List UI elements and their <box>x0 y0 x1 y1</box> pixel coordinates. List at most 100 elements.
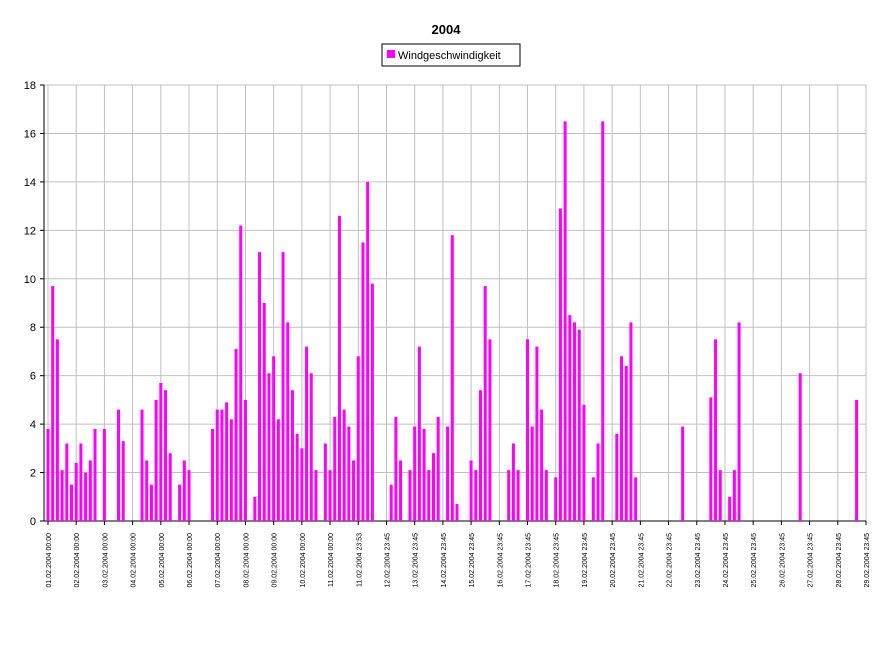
bar <box>422 428 426 521</box>
x-tick-label: 29.02.2004 23:45 <box>864 533 871 588</box>
x-tick-label: 23.02.2004 23:45 <box>695 533 702 588</box>
bar <box>140 409 144 521</box>
bar <box>540 409 544 521</box>
bar <box>530 426 534 521</box>
bar <box>333 416 337 521</box>
x-tick-label: 22.02.2004 23:45 <box>667 533 674 588</box>
bar <box>70 484 74 521</box>
bar <box>507 470 511 521</box>
x-tick-label: 14.02.2004 23:45 <box>441 533 448 588</box>
bar <box>309 373 313 521</box>
bar <box>563 121 567 521</box>
bar <box>102 428 106 521</box>
bar <box>168 453 172 521</box>
bar <box>488 339 492 521</box>
x-tick-label: 24.02.2004 23:45 <box>723 533 730 588</box>
bar <box>342 409 346 521</box>
bar <box>455 504 459 521</box>
bar <box>479 390 483 521</box>
bar <box>300 448 304 521</box>
bar <box>211 428 215 521</box>
bar <box>436 416 440 521</box>
bar <box>389 484 393 521</box>
bar <box>220 409 224 521</box>
bar <box>178 484 182 521</box>
bar <box>573 322 577 521</box>
y-tick-label: 10 <box>24 274 36 286</box>
x-tick-label: 15.02.2004 23:45 <box>469 533 476 588</box>
y-tick-label: 2 <box>30 468 36 480</box>
bar <box>121 441 125 521</box>
bar <box>366 181 370 521</box>
bar <box>855 399 859 521</box>
bar <box>526 339 530 521</box>
bar <box>352 460 356 521</box>
y-tick-label: 0 <box>30 516 36 528</box>
bar <box>323 443 327 521</box>
y-tick-label: 18 <box>24 80 36 92</box>
bar <box>737 322 741 521</box>
bar <box>450 235 454 521</box>
bar <box>535 346 539 521</box>
x-tick-label: 12.02.2004 23:45 <box>384 533 391 588</box>
bar <box>65 443 69 521</box>
bar <box>714 339 718 521</box>
bar <box>634 477 638 521</box>
x-tick-label: 20.02.2004 23:45 <box>610 533 617 588</box>
x-tick-label: 09.02.2004 00:00 <box>272 533 279 588</box>
legend: Windgeschwindigkeit <box>381 43 521 67</box>
bar <box>399 460 403 521</box>
bar <box>55 339 59 521</box>
x-tick-label: 21.02.2004 23:45 <box>638 533 645 588</box>
bar <box>370 283 374 521</box>
bar <box>558 208 562 522</box>
bar <box>469 460 473 521</box>
bar <box>253 496 257 521</box>
x-tick-label: 16.02.2004 23:45 <box>497 533 504 588</box>
bar <box>629 322 633 521</box>
x-tick-label: 08.02.2004 00:00 <box>243 533 250 588</box>
bar <box>709 397 713 521</box>
bar <box>601 121 605 521</box>
bar <box>267 373 271 521</box>
bar <box>215 409 219 521</box>
legend-label: Windgeschwindigkeit <box>398 50 501 62</box>
bar <box>290 390 294 521</box>
bar <box>262 303 266 521</box>
bar <box>258 252 262 521</box>
x-tick-label: 18.02.2004 23:45 <box>554 533 561 588</box>
bar <box>117 409 121 521</box>
bar <box>159 382 163 521</box>
bar <box>728 496 732 521</box>
bar <box>281 252 285 521</box>
x-tick-label: 11.02.2004 23:53 <box>356 533 363 587</box>
bar <box>286 322 290 521</box>
bar <box>577 329 581 521</box>
x-tick-label: 13.02.2004 23:45 <box>413 533 420 588</box>
bar <box>239 225 243 521</box>
bar <box>582 404 586 521</box>
bar <box>84 472 88 521</box>
x-tick-label: 06.02.2004 00:00 <box>187 533 194 588</box>
bar <box>46 428 50 521</box>
bar <box>798 373 802 521</box>
bar <box>79 443 83 521</box>
x-tick-label: 03.02.2004 00:00 <box>102 533 109 588</box>
bar <box>347 426 351 521</box>
x-tick-label: 25.02.2004 23:45 <box>751 533 758 588</box>
bar <box>394 416 398 521</box>
bar <box>145 460 149 521</box>
x-tick-label: 27.02.2004 23:45 <box>808 533 815 588</box>
bar <box>187 470 191 521</box>
bar <box>276 419 280 521</box>
bar <box>149 484 153 521</box>
x-tick-label: 01.02.2004 00:00 <box>46 533 53 588</box>
bar <box>732 470 736 521</box>
x-tick-label: 04.02.2004 00:00 <box>131 533 138 588</box>
bar <box>361 242 365 521</box>
bar <box>544 470 548 521</box>
y-tick-label: 14 <box>24 177 36 189</box>
legend-swatch <box>387 50 395 58</box>
bar <box>554 477 558 521</box>
